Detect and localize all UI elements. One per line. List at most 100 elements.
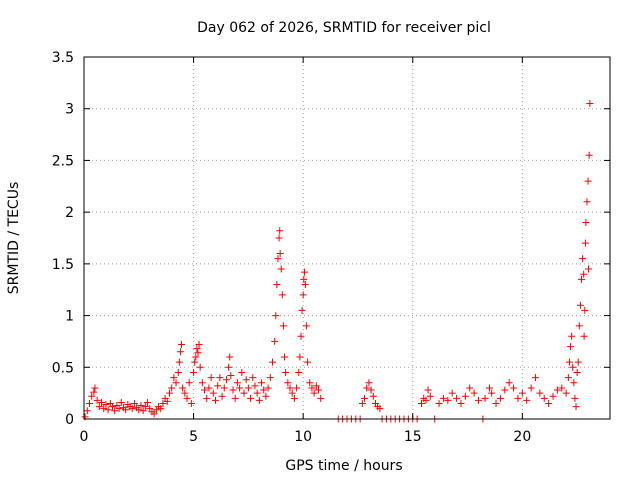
data-point <box>251 382 259 390</box>
data-point <box>312 382 320 390</box>
data-point <box>276 227 284 235</box>
data-point <box>122 406 130 414</box>
data-point <box>222 376 230 384</box>
data-point <box>218 392 226 400</box>
data-point <box>288 389 296 397</box>
data-point <box>583 198 591 206</box>
data-point <box>236 384 244 392</box>
y-tick-label: 0 <box>65 412 74 428</box>
data-point <box>300 275 308 283</box>
data-point <box>470 389 478 397</box>
data-point <box>492 399 500 407</box>
data-point <box>466 384 474 392</box>
data-point <box>277 265 285 273</box>
data-point <box>424 386 432 394</box>
data-point <box>144 398 152 406</box>
data-point <box>367 386 375 394</box>
data-point <box>581 239 589 247</box>
data-point <box>562 389 570 397</box>
data-point <box>130 399 138 407</box>
data-point <box>90 388 98 396</box>
data-point <box>527 384 535 392</box>
data-point <box>278 291 286 299</box>
data-point <box>185 379 193 387</box>
data-point <box>564 374 572 382</box>
grid <box>84 57 610 419</box>
data-point <box>299 291 307 299</box>
y-tick-label: 3 <box>65 102 74 118</box>
data-point <box>274 255 282 263</box>
data-point <box>108 403 116 411</box>
data-point <box>91 384 99 392</box>
data-point <box>306 379 314 387</box>
data-point <box>558 384 566 392</box>
data-point <box>361 394 369 402</box>
data-point <box>301 281 309 289</box>
data-point <box>570 379 578 387</box>
data-point <box>585 265 593 273</box>
data-point <box>514 394 522 402</box>
data-point <box>281 353 289 361</box>
data-point <box>159 399 167 407</box>
y-tick-label: 1.5 <box>52 257 74 273</box>
y-tick-label: 2.5 <box>52 153 74 169</box>
data-point <box>523 396 531 404</box>
data-point <box>111 407 119 415</box>
data-point <box>276 250 284 258</box>
data-point <box>104 406 112 414</box>
data-point <box>255 396 263 404</box>
data-point <box>93 396 101 404</box>
data-point <box>216 374 224 382</box>
data-point <box>580 270 588 278</box>
data-point <box>315 386 323 394</box>
data-point <box>196 363 204 371</box>
data-point <box>193 345 201 353</box>
data-point <box>253 389 261 397</box>
data-point <box>260 386 268 394</box>
data-point <box>293 384 301 392</box>
data-point <box>572 403 580 411</box>
data-point <box>178 341 186 349</box>
data-point <box>573 368 581 376</box>
data-point <box>568 332 576 340</box>
data-point <box>102 401 110 409</box>
data-point <box>453 394 461 402</box>
data-point <box>137 402 145 410</box>
data-point <box>510 384 518 392</box>
data-point <box>95 403 103 411</box>
data-point <box>461 392 469 400</box>
x-tick-label: 0 <box>80 429 89 445</box>
data-point <box>85 399 93 407</box>
data-point <box>584 177 592 185</box>
x-axis-label: GPS time / hours <box>285 458 402 474</box>
data-point <box>135 406 143 414</box>
data-point <box>172 379 180 387</box>
data-point <box>518 389 526 397</box>
data-point <box>273 281 281 289</box>
data-point <box>115 405 123 413</box>
data-point <box>567 343 575 351</box>
data-point <box>198 379 206 387</box>
data-point <box>435 399 443 407</box>
data-point <box>227 372 235 380</box>
data-point <box>242 376 250 384</box>
data-point <box>174 368 182 376</box>
data-point <box>139 407 147 415</box>
data-point <box>233 379 241 387</box>
data-point <box>262 392 270 400</box>
data-point <box>582 218 590 226</box>
data-point <box>264 384 272 392</box>
data-point <box>304 358 312 366</box>
data-point <box>100 405 108 413</box>
data-point <box>284 379 292 387</box>
x-tick-label: 15 <box>404 429 422 445</box>
data-point <box>203 394 211 402</box>
data-point <box>128 405 136 413</box>
data-point <box>117 398 125 406</box>
data-point <box>88 392 96 400</box>
data-point <box>141 403 149 411</box>
data-point <box>282 368 290 376</box>
data-point <box>192 353 200 361</box>
data-point <box>485 384 493 392</box>
